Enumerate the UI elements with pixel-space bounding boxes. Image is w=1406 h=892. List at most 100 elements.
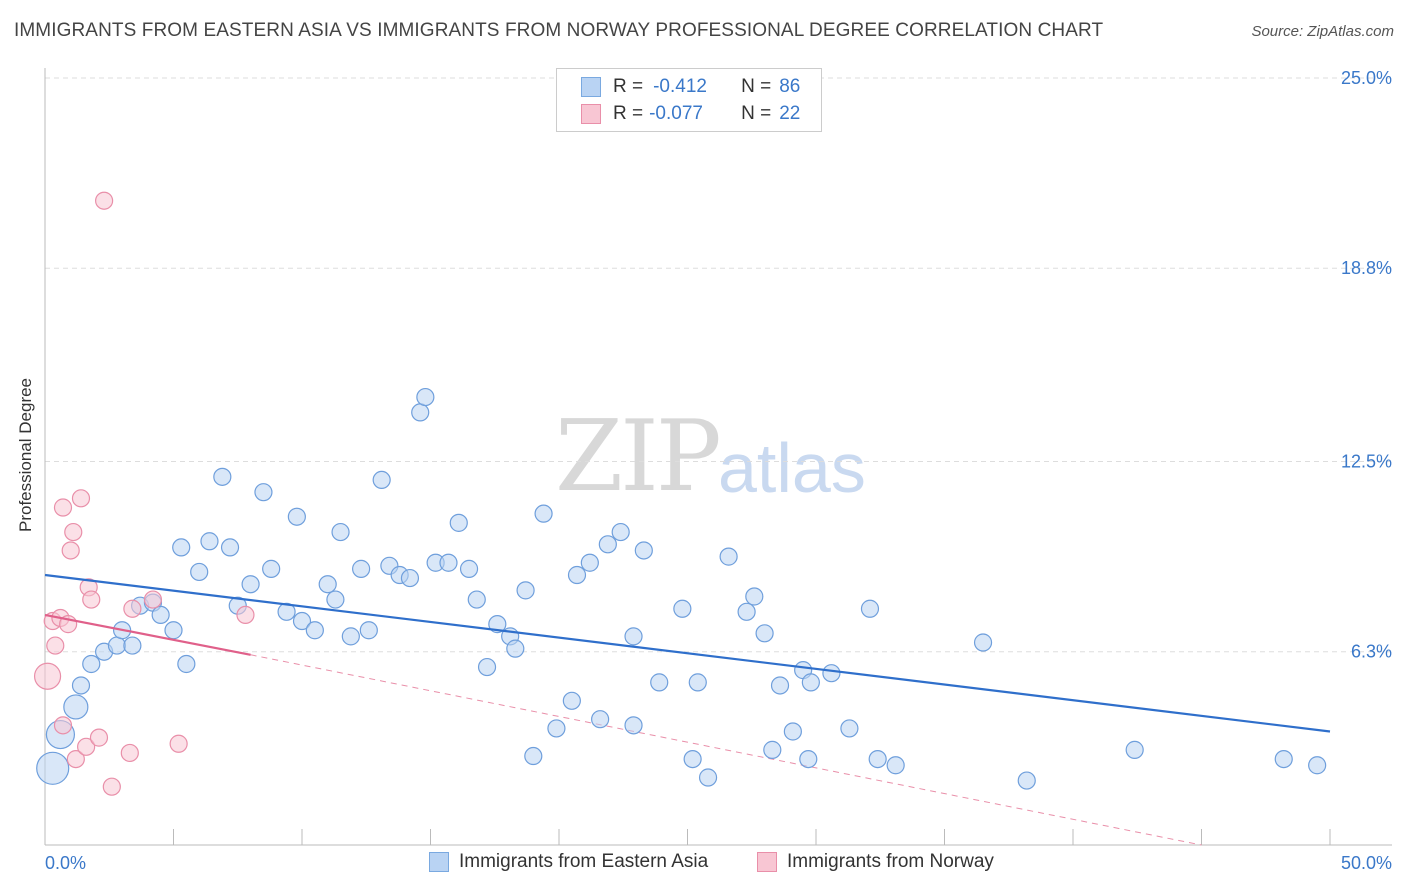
eastern-asia-point [411, 403, 430, 422]
eastern-asia-point [1125, 740, 1144, 759]
n-label: N = [741, 76, 772, 97]
eastern-asia-point [698, 768, 718, 787]
eastern-asia-point [516, 581, 535, 600]
eastern-asia-point [598, 535, 617, 554]
r-value: -0.412 [653, 76, 707, 97]
eastern-asia-point [1308, 756, 1327, 775]
y-tick-label: 18.8% [1341, 258, 1392, 278]
eastern-asia-point [200, 532, 219, 551]
eastern-asia-point [688, 673, 707, 692]
stats-legend: R = -0.412 N = 86 R = -0.077 N = 22 [556, 68, 822, 132]
y-tick-label: 12.5% [1341, 452, 1392, 472]
eastern-asia-point [318, 575, 337, 594]
eastern-asia-point [71, 676, 91, 695]
norway-point [64, 522, 83, 542]
n-label: N = [741, 103, 772, 124]
eastern-asia-point [488, 615, 507, 634]
eastern-asia-point [860, 599, 880, 618]
eastern-asia-point [359, 621, 378, 640]
norway-point [95, 191, 114, 210]
stats-row-norway: R = -0.077 N = 22 [581, 101, 800, 127]
eastern-asia-point [683, 749, 702, 769]
eastern-asia-point [341, 627, 360, 646]
norway-trend-extension [250, 654, 1202, 846]
eastern-asia-point [973, 633, 993, 652]
eastern-asia-point [287, 507, 306, 526]
eastern-asia-point [241, 575, 260, 594]
eastern-asia-point [799, 749, 818, 769]
norway-swatch [581, 104, 601, 124]
n-value: 22 [779, 103, 801, 124]
eastern-asia-point [36, 751, 70, 785]
eastern-asia-point [506, 639, 525, 658]
eastern-asia-point [745, 587, 764, 606]
eastern-asia-point [624, 716, 643, 735]
norway-point [89, 728, 109, 747]
norway-point [123, 599, 142, 618]
eastern-asia-point [634, 541, 653, 560]
norway-point [46, 636, 65, 655]
eastern-asia-point [719, 547, 738, 566]
eastern-asia-point [822, 664, 841, 683]
eastern-asia-point [449, 513, 468, 532]
eastern-asia-point [534, 504, 553, 523]
legend-item-norway[interactable]: Immigrants from Norway [757, 851, 994, 873]
eastern-asia-swatch [581, 77, 601, 97]
y-tick-label: 6.3% [1351, 642, 1392, 662]
eastern-asia-point [673, 599, 692, 618]
eastern-asia-point [164, 621, 183, 640]
r-label: R = [613, 76, 644, 97]
eastern-asia-point [650, 673, 669, 692]
eastern-asia-point [1017, 771, 1036, 790]
eastern-asia-point [770, 676, 790, 695]
norway-point [71, 489, 91, 508]
eastern-asia-point [331, 522, 350, 542]
norway-point [53, 716, 73, 735]
eastern-asia-point [305, 621, 324, 640]
eastern-asia-point [151, 605, 170, 625]
stats-row-eastern-asia: R = -0.412 N = 86 [581, 74, 800, 100]
eastern-asia-point [886, 756, 905, 775]
norway-point [82, 590, 101, 609]
eastern-asia-point [763, 740, 782, 759]
eastern-asia-point [477, 657, 497, 677]
eastern-asia-point [611, 522, 630, 542]
y-tick-label: 25.0% [1341, 68, 1392, 88]
eastern-asia-point [220, 538, 240, 557]
legend-item-eastern-asia[interactable]: Immigrants from Eastern Asia [429, 851, 708, 873]
norway-point [77, 737, 96, 756]
x-tick-label: 0.0% [45, 853, 86, 873]
eastern-asia-point [801, 673, 820, 692]
eastern-asia-point [868, 749, 887, 769]
eastern-asia-point [292, 611, 312, 631]
source-credit: Source: ZipAtlas.com [1251, 23, 1394, 40]
eastern-asia-point [547, 719, 566, 738]
eastern-asia-point [524, 746, 543, 766]
chart-title: IMMIGRANTS FROM EASTERN ASIA VS IMMIGRAN… [14, 20, 1104, 41]
norway-point [236, 605, 255, 625]
eastern-asia-point [459, 559, 479, 578]
eastern-asia-point [783, 722, 802, 741]
norway-point [169, 734, 188, 753]
norway-trend-line [44, 613, 251, 656]
r-value: -0.077 [649, 103, 703, 124]
eastern-asia-point [177, 654, 196, 674]
eastern-asia-point [1274, 749, 1293, 769]
watermark-zip: ZIP [555, 400, 722, 514]
eastern-asia-point [63, 694, 89, 720]
eastern-asia-point [755, 624, 774, 643]
x-tick-label: 50.0% [1341, 853, 1392, 873]
eastern-asia-point [107, 636, 127, 655]
r-label: R = [613, 103, 644, 124]
norway-point [120, 743, 139, 763]
eastern-asia-point [326, 590, 345, 609]
eastern-asia-point [172, 538, 191, 557]
eastern-asia-point [580, 553, 599, 572]
eastern-asia-point [262, 559, 281, 578]
eastern-asia-legend-swatch [429, 852, 449, 872]
eastern-asia-point [439, 553, 458, 572]
eastern-asia-point [562, 691, 581, 710]
eastern-asia-point [840, 719, 859, 738]
norway-point [66, 749, 85, 769]
